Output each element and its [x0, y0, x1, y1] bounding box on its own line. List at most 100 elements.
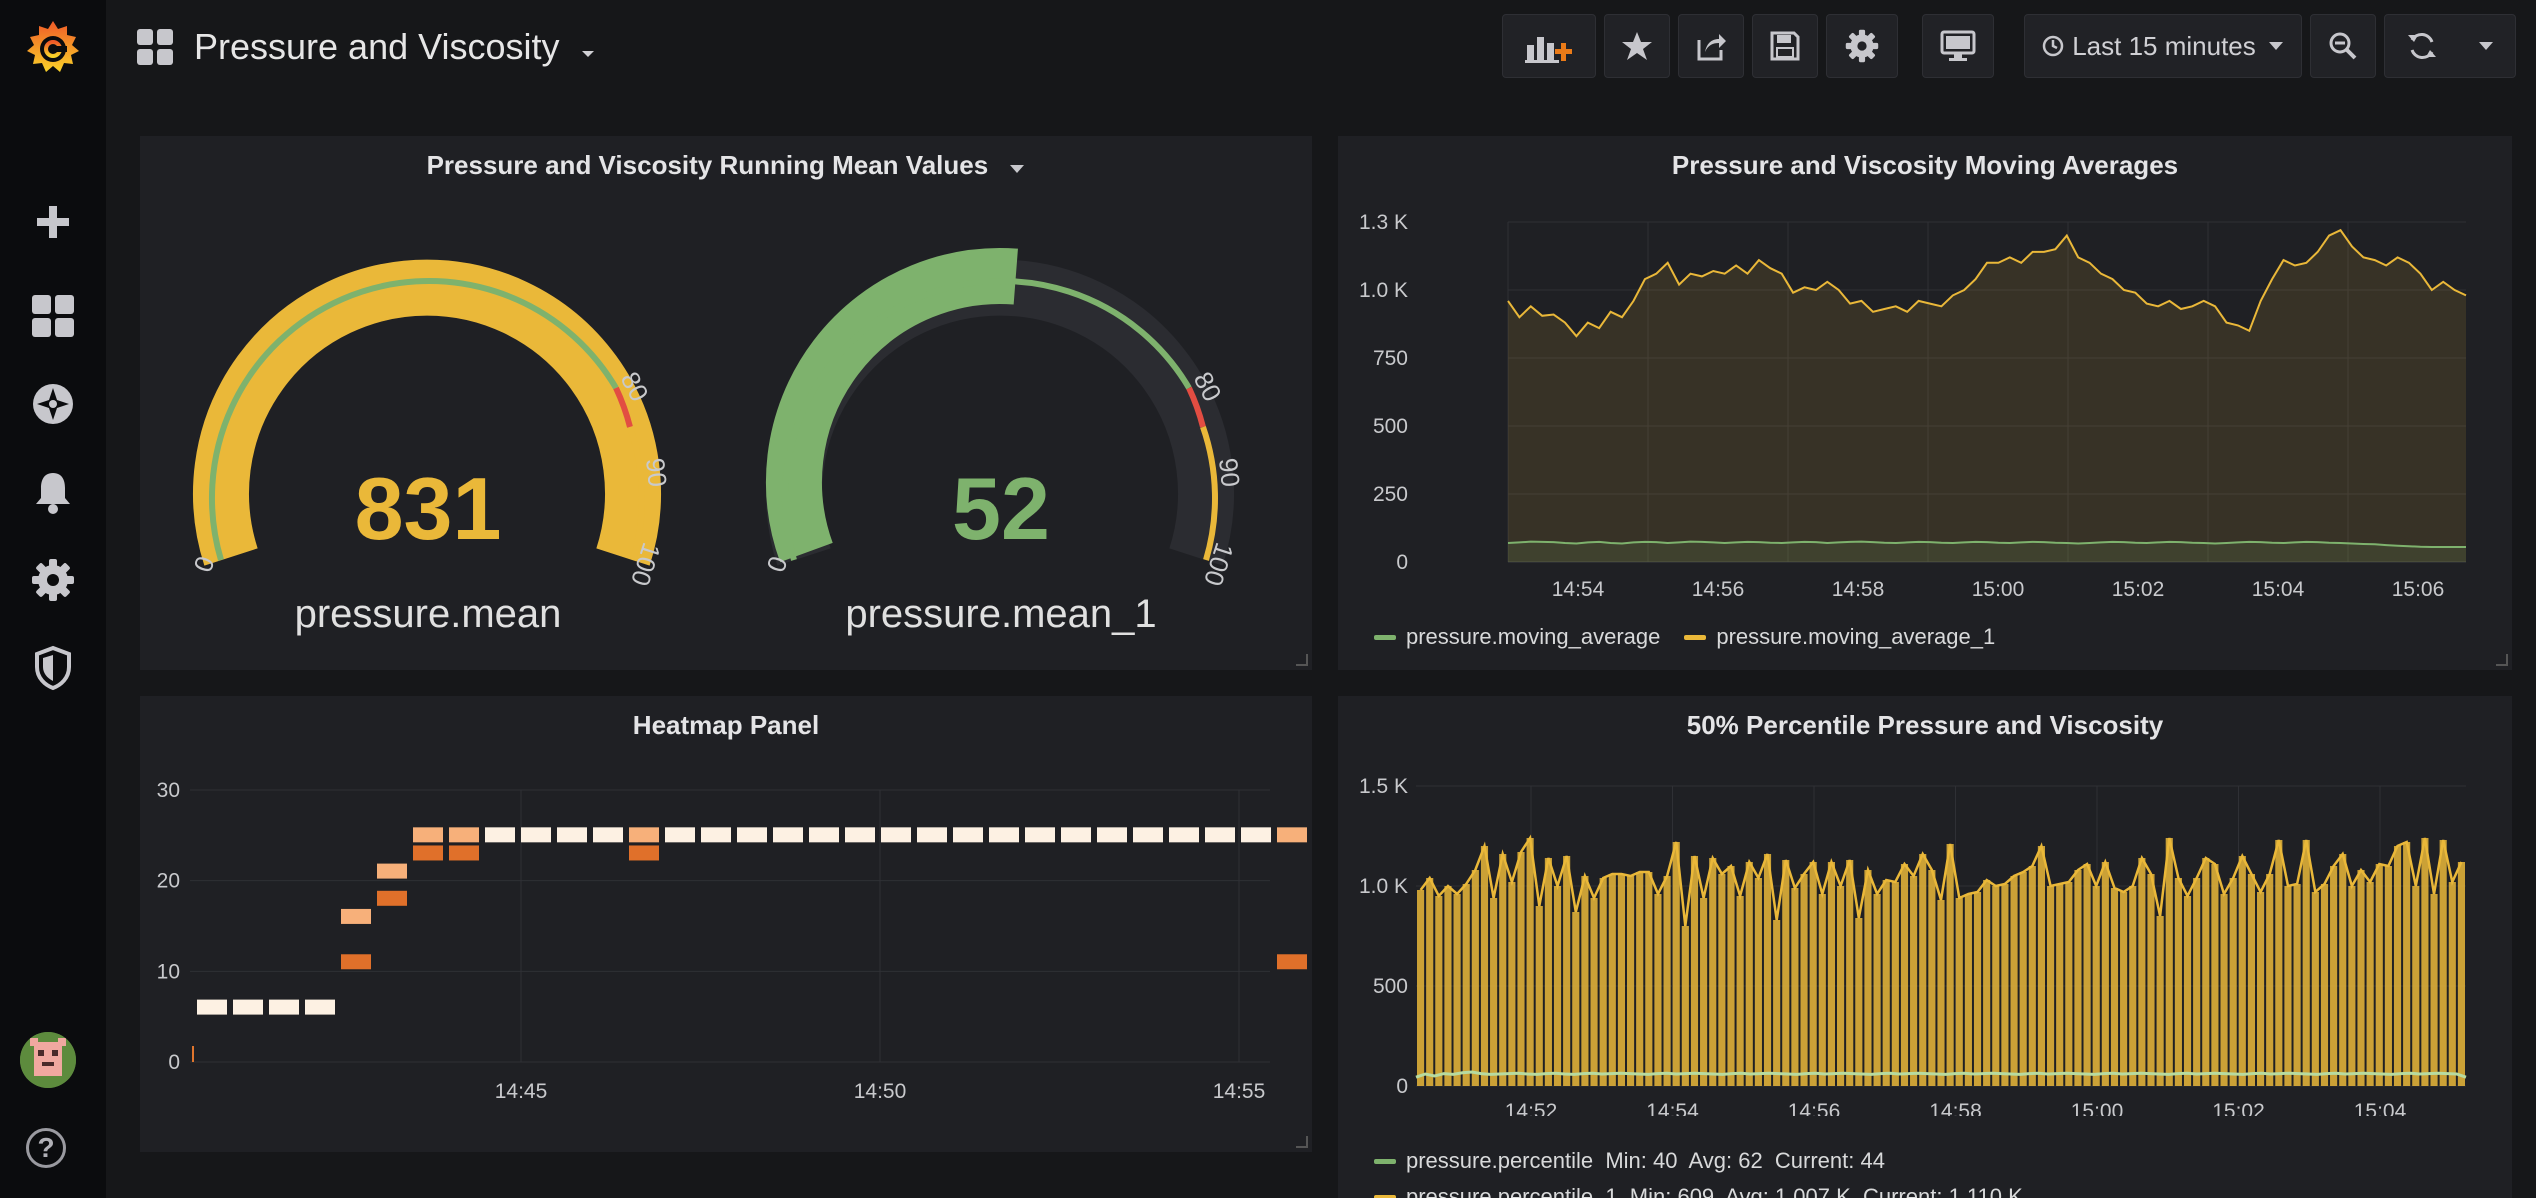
caret-down-icon[interactable] — [580, 49, 596, 59]
legend-item[interactable]: pressure.moving_average — [1406, 624, 1661, 649]
x-tick-label: 15:06 — [2392, 578, 2445, 601]
series-line — [1419, 834, 2463, 927]
time-range-picker[interactable]: Last 15 minutes — [2024, 14, 2302, 78]
bar — [2183, 896, 2192, 1086]
bar — [2220, 894, 2228, 1086]
zoom-out-button[interactable] — [2310, 14, 2376, 78]
heatmap-cell — [341, 908, 371, 924]
resize-handle[interactable] — [1296, 1136, 1308, 1148]
heatmap-chart[interactable]: 0 10 20 30 14:45 14:50 14:55 — [140, 696, 1312, 1152]
panel-heatmap: Heatmap Panel 0 10 20 30 14:45 14:50 14:55 — [140, 696, 1312, 1152]
share-icon — [1697, 34, 1726, 61]
moving-averages-chart[interactable]: 0 250 500 750 1.0 K 1.3 K 14:54 14:56 14:58 15:00… — [1338, 136, 2512, 606]
heatmap-cell — [192, 1046, 194, 1062]
star-button[interactable] — [1604, 14, 1670, 78]
bar — [1983, 880, 1991, 1086]
heatmap-cell — [1277, 954, 1307, 970]
chevron-down-icon[interactable] — [2478, 41, 2494, 51]
bar — [2339, 854, 2347, 1086]
panel-title[interactable]: Heatmap Panel — [632, 710, 820, 740]
refresh-icon[interactable] — [2406, 30, 2438, 62]
dashboards-grid-icon[interactable] — [136, 28, 174, 66]
percentile-chart[interactable]: 0 500 1.0 K 1.5 K 14:52 14:54 14:56 14:58 15:00 1… — [1338, 696, 2512, 1116]
bar — [1800, 874, 1808, 1086]
legend-item[interactable]: pressure.percentile_1 Min: 609 Avg: 1.00… — [1406, 1184, 2023, 1198]
bar — [1535, 906, 1543, 1086]
settings-button[interactable] — [1826, 14, 1898, 78]
bar — [2457, 862, 2465, 1086]
bar — [2375, 864, 2383, 1086]
legend-item[interactable]: pressure.moving_average_1 — [1716, 624, 1996, 649]
help-icon[interactable]: ? — [26, 1128, 66, 1168]
bar — [2247, 874, 2255, 1086]
bar — [1690, 856, 1699, 1086]
add-panel-icon — [1525, 37, 1572, 63]
bar — [1827, 862, 1835, 1086]
bar — [2065, 882, 2073, 1086]
bar — [1855, 918, 1863, 1086]
alert-bell-icon[interactable] — [0, 456, 106, 528]
y-tick-label: 0 — [1396, 551, 1408, 574]
bar — [1736, 896, 1744, 1086]
bar — [1718, 874, 1726, 1086]
add-panel-button[interactable] — [1502, 14, 1596, 78]
shield-icon[interactable] — [0, 632, 106, 704]
dashboards-grid-icon[interactable] — [0, 280, 106, 352]
y-tick-label: 750 — [1373, 347, 1408, 370]
bar — [1526, 838, 1534, 1086]
gauge-value: 831 — [354, 459, 502, 558]
dashboard-title[interactable]: Pressure and Viscosity — [194, 26, 596, 68]
bar — [1992, 886, 2000, 1086]
bar — [1882, 880, 1890, 1086]
series-line — [1507, 540, 2466, 548]
share-button[interactable] — [1678, 14, 1744, 78]
resize-handle[interactable] — [2496, 654, 2508, 666]
panel-title[interactable]: Pressure and Viscosity Running Mean Valu… — [426, 150, 989, 180]
bar — [2120, 892, 2128, 1086]
gauge-value: 52 — [952, 459, 1050, 558]
dashboard-title-text[interactable]: Pressure and Viscosity — [194, 26, 560, 67]
heatmap-cell — [773, 827, 803, 843]
resize-handle[interactable] — [1296, 654, 1308, 666]
bar — [1846, 860, 1854, 1086]
panel-header[interactable]: Pressure and Viscosity Running Mean Valu… — [140, 150, 1312, 181]
bar — [1435, 896, 1443, 1086]
heatmap-cell — [737, 827, 767, 843]
explore-compass-icon[interactable] — [0, 368, 106, 440]
tv-monitor-icon — [1940, 30, 1976, 61]
bar — [1681, 926, 1689, 1086]
view-mode-button[interactable] — [1922, 14, 1994, 78]
bar — [1837, 886, 1845, 1086]
bar — [1563, 856, 1571, 1086]
legend-item[interactable]: pressure.percentile Min: 40 Avg: 62 Curr… — [1406, 1148, 1885, 1173]
plus-icon[interactable] — [0, 186, 106, 258]
bar — [2430, 894, 2438, 1086]
gauge-arcs: 0 80 90 100 0 80 90 100 — [187, 248, 1246, 590]
panel-title[interactable]: 50% Percentile Pressure and Viscosity — [1686, 710, 2164, 740]
x-tick-label: 15:04 — [2354, 1100, 2407, 1116]
bar — [1617, 874, 1625, 1086]
save-button[interactable] — [1752, 14, 1818, 78]
grafana-logo-icon[interactable] — [0, 8, 106, 88]
y-tick-label: 20 — [157, 870, 180, 893]
bar — [1818, 894, 1826, 1086]
bar — [2257, 892, 2265, 1086]
heatmap-cell — [881, 827, 911, 843]
bar — [2311, 892, 2319, 1086]
bar — [1453, 894, 1461, 1086]
x-tick-label: 14:45 — [495, 1080, 548, 1103]
x-tick-label: 15:00 — [1972, 578, 2025, 601]
bar — [2156, 916, 2164, 1086]
bar — [2229, 878, 2237, 1086]
avatar[interactable] — [20, 1032, 76, 1088]
heatmap-cell — [989, 827, 1019, 843]
bar — [2138, 858, 2146, 1086]
refresh-button-group[interactable] — [2384, 14, 2516, 78]
gear-icon[interactable] — [0, 544, 106, 616]
panel-title[interactable]: Pressure and Viscosity Moving Averages — [1671, 150, 2179, 180]
bar — [1809, 862, 1817, 1086]
gauge-value-arc — [193, 259, 661, 566]
star-icon — [1622, 32, 1652, 60]
caret-down-icon[interactable] — [1009, 164, 1025, 174]
gauge-2: 0 80 90 100 — [760, 248, 1246, 590]
